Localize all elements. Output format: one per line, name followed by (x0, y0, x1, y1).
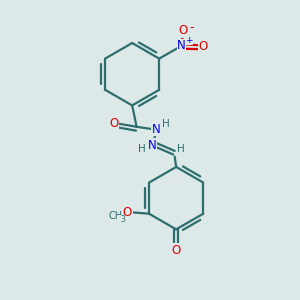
Text: 3: 3 (120, 215, 125, 224)
Text: CH: CH (109, 211, 123, 221)
Text: O: O (178, 25, 188, 38)
Text: H: H (138, 144, 146, 154)
Text: H: H (162, 119, 169, 129)
Text: +: + (185, 36, 193, 45)
Text: N: N (148, 139, 157, 152)
Text: O: O (109, 117, 119, 130)
Text: O: O (199, 40, 208, 52)
Text: O: O (123, 206, 132, 219)
Text: N: N (177, 39, 186, 52)
Text: N: N (152, 123, 160, 136)
Text: -: - (190, 21, 194, 34)
Text: O: O (172, 244, 181, 257)
Text: H: H (177, 144, 185, 154)
